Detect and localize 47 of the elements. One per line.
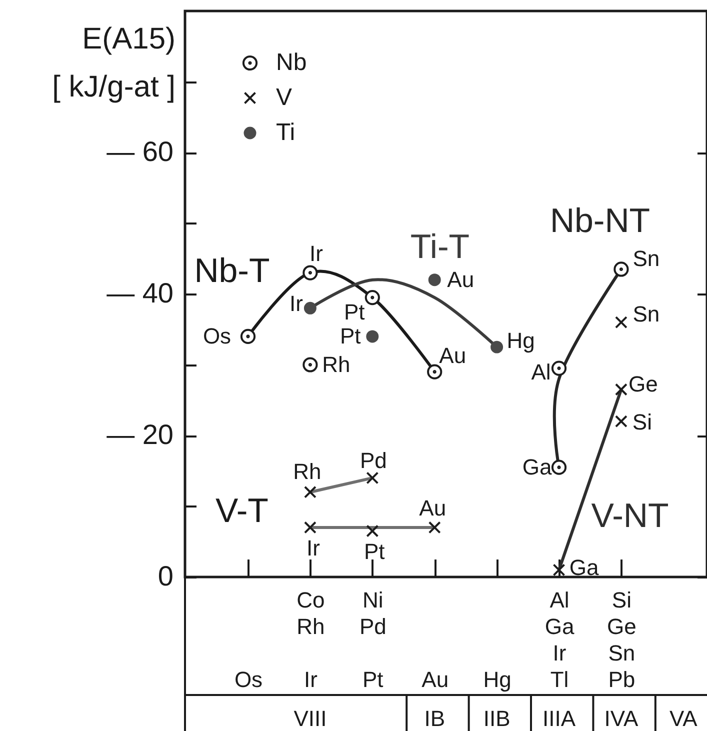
annotation: Pt bbox=[340, 323, 361, 348]
x-tick-label: Au bbox=[422, 667, 449, 692]
annotation: Au bbox=[439, 342, 466, 368]
category-label: Ni Pd Pt bbox=[359, 588, 386, 692]
x-tick-label: Os bbox=[234, 667, 263, 692]
annotation: Ge bbox=[628, 372, 658, 397]
annotation: Pt bbox=[344, 300, 365, 325]
text: VA bbox=[670, 706, 698, 731]
annotation: Au bbox=[447, 266, 474, 292]
annotation: Rh bbox=[322, 352, 350, 377]
annotation: V-T bbox=[216, 492, 268, 530]
annotation: Pt bbox=[364, 539, 385, 564]
annotation: Ir bbox=[289, 291, 303, 316]
annotation: Al bbox=[531, 359, 551, 384]
text: VIII bbox=[294, 706, 327, 731]
annotation: Si bbox=[632, 409, 652, 434]
legend-label: Nb bbox=[276, 49, 307, 76]
y-axis-title: E(A15) [ kJ/g-at ] bbox=[52, 22, 176, 104]
text: IVA bbox=[604, 706, 638, 731]
series-label: Nb-NT bbox=[550, 202, 650, 240]
text: IIB bbox=[483, 706, 510, 731]
legend-label: V bbox=[276, 84, 292, 111]
text: IIIA bbox=[542, 706, 576, 731]
series-label: V-NT bbox=[591, 497, 669, 535]
y-tick-label: — 60 bbox=[106, 136, 174, 167]
legend-label: Ti bbox=[276, 119, 296, 146]
annotation: Sn bbox=[632, 301, 660, 326]
annotation: Ga bbox=[522, 454, 552, 480]
y-tick-label: 0 bbox=[158, 560, 174, 592]
x-tick-label: Hg bbox=[483, 667, 512, 692]
annotation: Au bbox=[419, 495, 446, 520]
x-tick-label: Al Ga Ir Tl bbox=[544, 588, 575, 692]
annotation: Hg bbox=[506, 328, 535, 354]
y-tick-label: — 20 bbox=[106, 419, 174, 450]
annotation: Rh bbox=[293, 459, 322, 484]
text: IB bbox=[424, 706, 445, 731]
x-tick-label: Si Ge Sn Pb bbox=[607, 588, 636, 692]
annotation: Ga bbox=[569, 554, 600, 580]
annotation: Pd bbox=[360, 448, 387, 473]
y-tick-label: — 40 bbox=[106, 278, 174, 308]
legend-label: Nb-T bbox=[194, 252, 270, 290]
annotation: Sn bbox=[632, 246, 660, 272]
category-label: Co Rh Ir bbox=[296, 588, 325, 692]
annotation: Os bbox=[202, 323, 232, 348]
annotation: Ir bbox=[306, 535, 320, 560]
series-label: Ti-T bbox=[410, 228, 470, 266]
annotation: Ir bbox=[309, 240, 323, 266]
